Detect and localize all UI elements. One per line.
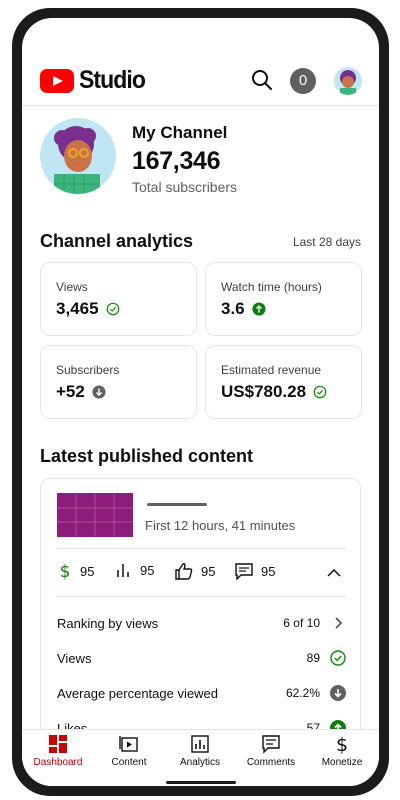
row-label: Likes	[57, 720, 88, 730]
card-value: US$780.28	[221, 382, 307, 401]
subscribers-card[interactable]: Subscribers +52	[40, 345, 197, 419]
row-value: 6 of 10	[283, 616, 320, 630]
avg-percentage-row: Average percentage viewed 62.2%	[57, 681, 346, 705]
arrow-up-circle-icon	[252, 302, 266, 316]
notifications-badge[interactable]: 0	[290, 68, 316, 94]
card-label: Views	[56, 280, 88, 294]
video-period: First 12 hours, 41 minutes	[145, 518, 296, 533]
chevron-right-icon[interactable]	[330, 615, 346, 631]
revenue-metric: $ 95	[57, 562, 95, 580]
bottom-navigation: Dashboard Content Analytics	[22, 729, 379, 786]
svg-text:$: $	[60, 562, 71, 580]
nav-label: Comments	[246, 757, 296, 768]
check-circle-icon	[313, 385, 327, 399]
card-value: 3,465	[56, 299, 99, 318]
nav-label: Dashboard	[33, 757, 83, 768]
account-avatar[interactable]	[334, 67, 362, 95]
likes-metric: 95	[174, 562, 215, 580]
card-label: Subscribers	[56, 363, 120, 377]
nav-comments[interactable]: Comments	[236, 734, 306, 768]
search-icon[interactable]	[250, 68, 274, 92]
nav-analytics[interactable]: Analytics	[165, 734, 235, 768]
card-value: 3.6	[221, 299, 245, 318]
card-value-row: 3,465	[56, 299, 120, 319]
latest-content-card[interactable]: First 12 hours, 41 minutes $ 95 95	[40, 478, 361, 729]
metric-value: 95	[80, 563, 95, 579]
card-value-row: 3.6	[221, 299, 266, 319]
nav-dashboard[interactable]: Dashboard	[23, 734, 93, 768]
views-metric: 95	[115, 562, 154, 578]
analytics-icon	[191, 735, 209, 753]
dashboard-content[interactable]: My Channel 167,346 Total subscribers Cha…	[22, 107, 379, 729]
metric-value: 95	[261, 563, 276, 579]
row-value: 89	[306, 651, 320, 665]
arrow-up-circle-icon	[330, 720, 346, 729]
arrow-down-circle-icon	[330, 685, 346, 701]
ranking-row[interactable]: Ranking by views 6 of 10	[57, 611, 346, 635]
app-screen: Studio 0	[22, 18, 379, 786]
app-header: Studio 0	[22, 18, 379, 106]
video-thumbnail[interactable]	[57, 493, 133, 537]
bar-chart-icon	[117, 564, 129, 577]
revenue-card[interactable]: Estimated revenue US$780.28	[205, 345, 362, 419]
card-value: +52	[56, 382, 85, 401]
watch-time-card[interactable]: Watch time (hours) 3.6	[205, 262, 362, 336]
row-label: Views	[57, 650, 92, 666]
subscriber-count: 167,346	[132, 147, 221, 175]
row-label: Ranking by views	[57, 615, 159, 631]
video-title-placeholder	[147, 503, 207, 506]
content-icon	[119, 736, 138, 752]
views-card[interactable]: Views 3,465	[40, 262, 197, 336]
svg-text:$: $	[336, 734, 348, 754]
check-circle-icon	[330, 650, 346, 666]
card-value-row: +52	[56, 382, 106, 402]
youtube-play-icon	[40, 68, 74, 93]
card-label: Estimated revenue	[221, 363, 322, 377]
channel-name: My Channel	[132, 123, 228, 142]
nav-content[interactable]: Content	[94, 734, 164, 768]
logo-text: Studio	[79, 66, 146, 94]
analytics-period: Last 28 days	[292, 235, 361, 249]
comments-metric: 95	[234, 562, 275, 580]
channel-avatar	[40, 118, 116, 194]
dollar-icon: $	[60, 562, 71, 580]
nav-label: Content	[111, 757, 147, 768]
comments-icon	[262, 735, 280, 754]
youtube-studio-logo[interactable]: Studio	[40, 66, 151, 95]
likes-row: Likes 57	[57, 716, 346, 729]
metric-value: 95	[201, 563, 216, 579]
divider	[57, 596, 346, 597]
thumb-up-icon	[175, 563, 193, 580]
monetize-icon: $	[336, 734, 348, 754]
card-value-row: US$780.28	[221, 382, 327, 402]
divider	[57, 548, 346, 549]
card-label: Watch time (hours)	[221, 280, 322, 294]
comment-icon	[235, 563, 253, 580]
chevron-up-icon[interactable]	[326, 565, 342, 581]
arrow-down-circle-icon	[92, 385, 106, 399]
metric-value: 95	[140, 562, 155, 578]
check-circle-icon	[106, 302, 119, 316]
nav-monetize[interactable]: $ Monetize	[307, 734, 377, 768]
nav-label: Monetize	[321, 757, 363, 768]
channel-analytics-title: Channel analytics	[40, 231, 194, 251]
latest-content-title: Latest published content	[40, 446, 254, 466]
views-row: Views 89	[57, 646, 346, 670]
row-value: 62.2%	[285, 686, 320, 700]
nav-label: Analytics	[179, 757, 220, 768]
subscriber-label: Total subscribers	[132, 179, 238, 195]
row-label: Average percentage viewed	[57, 685, 218, 701]
row-value: 57	[306, 721, 320, 729]
phone-frame: Studio 0	[12, 8, 389, 796]
home-indicator	[166, 781, 236, 784]
dashboard-icon	[49, 735, 67, 753]
